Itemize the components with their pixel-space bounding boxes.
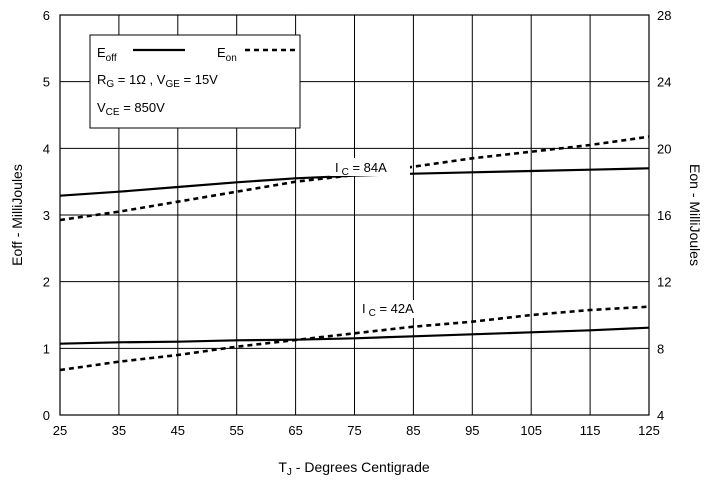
x-tick-label: 125	[638, 423, 660, 438]
y-left-tick-label: 6	[43, 8, 50, 23]
x-axis-label: TJ - Degrees Centigrade	[278, 459, 430, 478]
annotation-ic-84-bg	[330, 158, 410, 176]
legend: Eoff Eon RG = 1Ω , VGE = 15V VCE = 850V	[89, 34, 301, 129]
x-tick-label: 75	[347, 423, 361, 438]
y-left-tick-label: 3	[43, 208, 50, 223]
x-tick-label: 65	[288, 423, 302, 438]
legend-eon-label: Eon	[217, 45, 237, 64]
x-tick-label: 55	[229, 423, 243, 438]
x-tick-label: 95	[465, 423, 479, 438]
series-line-4	[59, 305, 650, 372]
y-left-tick-label: 1	[43, 341, 50, 356]
y-right-tick-label: 24	[657, 75, 671, 90]
y-right-tick-label: 12	[657, 275, 671, 290]
series-line-3	[59, 326, 650, 345]
y-right-tick-labels: 4 8 12 16 20 24 28	[657, 8, 671, 423]
x-tick-label: 85	[406, 423, 420, 438]
y-right-tick-label: 20	[657, 141, 671, 156]
y-left-tick-label: 0	[43, 408, 50, 423]
y-right-tick-label: 28	[657, 8, 671, 23]
legend-eoff-label: Eoff	[97, 45, 117, 64]
x-tick-label: 25	[53, 423, 67, 438]
y-right-tick-label: 8	[657, 341, 664, 356]
y-right-tick-label: 4	[657, 408, 664, 423]
x-tick-label: 45	[171, 423, 185, 438]
y-left-axis-label: Eoff - MilliJoules	[9, 164, 25, 266]
y-left-tick-labels: 0 1 2 3 4 5 6	[43, 8, 50, 423]
y-left-tick-label: 2	[43, 275, 50, 290]
legend-rg-vge: RG = 1Ω , VGE = 15V	[97, 72, 218, 90]
y-left-tick-label: 5	[43, 75, 50, 90]
x-tick-label: 115	[580, 423, 601, 438]
legend-box	[89, 34, 301, 129]
annotation-ic-42-bg	[358, 300, 438, 318]
y-left-tick-label: 4	[43, 141, 50, 156]
legend-vce: VCE = 850V	[97, 100, 165, 118]
y-right-axis-label: Eon - MilliJoules	[687, 164, 703, 266]
y-right-tick-label: 16	[657, 208, 671, 223]
plot-frame	[59, 14, 650, 416]
x-tick-label: 35	[112, 423, 126, 438]
x-tick-label: 105	[520, 423, 542, 438]
x-tick-labels: 25 35 45 55 65 75 85 95 105 115 125	[53, 423, 660, 438]
